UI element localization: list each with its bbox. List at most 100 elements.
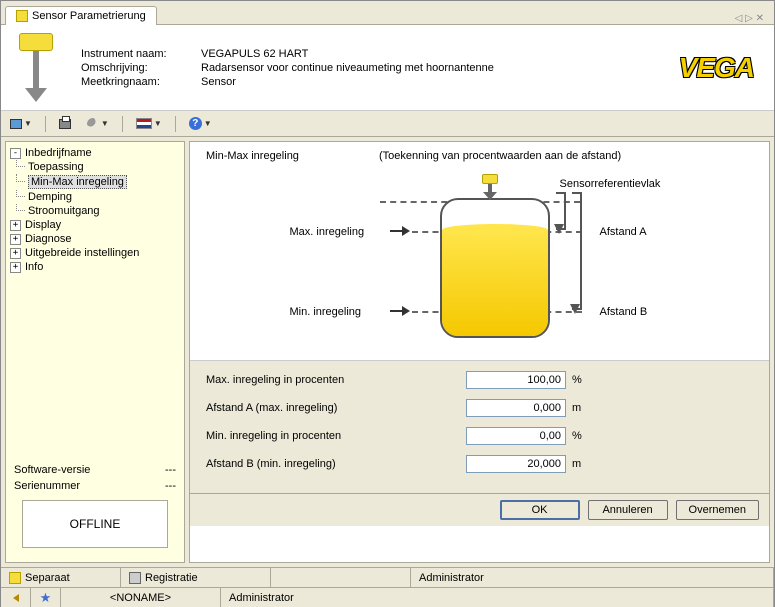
- bracket-b: [572, 192, 582, 310]
- sidebar: - Inbedrijfname Toepassing Min-Max inreg…: [5, 141, 185, 563]
- chevron-down-icon: ▼: [101, 119, 109, 128]
- tree-root-inbedrijfname[interactable]: - Inbedrijfname: [8, 146, 182, 160]
- unit: %: [572, 430, 582, 442]
- header-info: Instrument naam: VEGAPULS 62 HART Omschr…: [81, 48, 494, 88]
- apply-button[interactable]: Overnemen: [676, 500, 759, 520]
- vega-logo: VEGA: [679, 52, 764, 84]
- instrument-image: [11, 33, 61, 103]
- sensor-icon: [16, 10, 28, 22]
- speaker-icon: [13, 594, 19, 602]
- expand-icon[interactable]: +: [10, 262, 21, 273]
- unit: m: [572, 402, 581, 414]
- tank-sensor-icon: [482, 174, 508, 200]
- window-icon: [10, 119, 22, 129]
- tree-item-demping[interactable]: Demping: [8, 190, 182, 204]
- sensor-icon: [9, 572, 21, 584]
- tab-sensor-param[interactable]: Sensor Parametrierung: [5, 6, 157, 25]
- form-row-min-pct: Min. inregeling in procenten %: [206, 427, 753, 445]
- tree-item-toepassing[interactable]: Toepassing: [8, 160, 182, 174]
- tree-item-stroomuitgang[interactable]: Stroomuitgang: [8, 204, 182, 218]
- status-star[interactable]: ★: [31, 588, 61, 607]
- input-min-pct[interactable]: [466, 427, 566, 445]
- ok-button[interactable]: OK: [500, 500, 580, 520]
- print-button[interactable]: [54, 116, 76, 132]
- label-dist-a: Afstand A: [600, 226, 647, 238]
- main-area: - Inbedrijfname Toepassing Min-Max inreg…: [1, 137, 774, 567]
- status-bar-1: Separaat Registratie Administrator: [1, 567, 774, 587]
- button-row: OK Annuleren Overnemen: [190, 493, 769, 526]
- serial-value: ---: [165, 480, 176, 492]
- tank-diagram: Sensorreferentievlak Max. inregeling Afs…: [250, 178, 710, 348]
- arrow-min-icon: [390, 306, 410, 316]
- status-device: <NONAME>: [61, 588, 221, 607]
- status-empty: [271, 568, 411, 587]
- chevron-down-icon: ▼: [204, 119, 212, 128]
- expand-icon[interactable]: +: [10, 220, 21, 231]
- arrow-down-b-icon: [570, 304, 580, 314]
- value-description: Radarsensor voor continue niveaumeting m…: [201, 62, 494, 74]
- value-instrument: VEGAPULS 62 HART: [201, 48, 494, 60]
- tab-nav[interactable]: ◁ ▷ ✕: [735, 13, 770, 24]
- form-label: Afstand A (max. inregeling): [206, 402, 466, 414]
- help-icon: ?: [189, 117, 202, 130]
- label-min: Min. inregeling: [290, 306, 362, 318]
- status-role: Administrator: [221, 588, 774, 607]
- status-admin: Administrator: [411, 568, 774, 587]
- form-label: Max. inregeling in procenten: [206, 374, 466, 386]
- chevron-down-icon: ▼: [154, 119, 162, 128]
- star-icon: ★: [40, 592, 52, 604]
- expand-icon[interactable]: +: [10, 234, 21, 245]
- tree-item-info[interactable]: + Info: [8, 260, 182, 274]
- input-dist-a[interactable]: [466, 399, 566, 417]
- help-menu-button[interactable]: ? ▼: [184, 114, 217, 133]
- value-loop: Sensor: [201, 76, 494, 88]
- label-instrument: Instrument naam:: [81, 48, 201, 60]
- header-panel: Instrument naam: VEGAPULS 62 HART Omschr…: [1, 25, 774, 111]
- form-label: Min. inregeling in procenten: [206, 430, 466, 442]
- tree-item-diagnose[interactable]: + Diagnose: [8, 232, 182, 246]
- tab-bar: Sensor Parametrierung ◁ ▷ ✕: [1, 1, 774, 25]
- print-icon: [59, 119, 71, 129]
- collapse-icon[interactable]: -: [10, 148, 21, 159]
- language-menu-button[interactable]: ▼: [131, 115, 167, 132]
- separator: [175, 116, 176, 132]
- cancel-button[interactable]: Annuleren: [588, 500, 668, 520]
- status-sound[interactable]: [1, 588, 31, 607]
- serial-label: Serienummer: [14, 480, 80, 492]
- input-max-pct[interactable]: [466, 371, 566, 389]
- tank-fill: [442, 230, 548, 336]
- connection-status: OFFLINE: [22, 500, 168, 548]
- input-dist-b[interactable]: [466, 455, 566, 473]
- form-row-max-pct: Max. inregeling in procenten %: [206, 371, 753, 389]
- form-area: Max. inregeling in procenten % Afstand A…: [190, 360, 769, 493]
- label-dist-b: Afstand B: [600, 306, 648, 318]
- software-version-label: Software-versie: [14, 464, 90, 476]
- separator: [122, 116, 123, 132]
- label-loop: Meetkringnaam:: [81, 76, 201, 88]
- nav-tree: - Inbedrijfname Toepassing Min-Max inreg…: [6, 142, 184, 278]
- arrow-max-icon: [390, 226, 410, 236]
- form-row-dist-b: Afstand B (min. inregeling) m: [206, 455, 753, 473]
- form-label: Afstand B (min. inregeling): [206, 458, 466, 470]
- label-description: Omschrijving:: [81, 62, 201, 74]
- label-ref-plane: Sensorreferentievlak: [560, 178, 661, 190]
- status-registratie: Registratie: [121, 568, 271, 587]
- tab-title: Sensor Parametrierung: [32, 10, 146, 22]
- tree-item-uitgebreide[interactable]: + Uitgebreide instellingen: [8, 246, 182, 260]
- tree-item-minmax[interactable]: Min-Max inregeling: [8, 174, 182, 190]
- wrench-icon: [87, 118, 99, 130]
- content-panel: Min-Max inregeling (Toekenning van proce…: [189, 141, 770, 563]
- chevron-down-icon: ▼: [24, 119, 32, 128]
- flag-nl-icon: [136, 118, 152, 129]
- tools-menu-button[interactable]: ▼: [82, 115, 114, 133]
- status-bar-2: ★ <NONAME> Administrator: [1, 587, 774, 607]
- toolbar: ▼ ▼ ▼ ? ▼: [1, 111, 774, 137]
- expand-icon[interactable]: +: [10, 248, 21, 259]
- separator: [45, 116, 46, 132]
- diagram-area: Sensorreferentievlak Max. inregeling Afs…: [190, 170, 769, 360]
- tree-item-display[interactable]: + Display: [8, 218, 182, 232]
- tank-shape: [440, 198, 550, 338]
- status-separaat: Separaat: [1, 568, 121, 587]
- window-menu-button[interactable]: ▼: [5, 116, 37, 132]
- page-title: Min-Max inregeling: [206, 150, 299, 162]
